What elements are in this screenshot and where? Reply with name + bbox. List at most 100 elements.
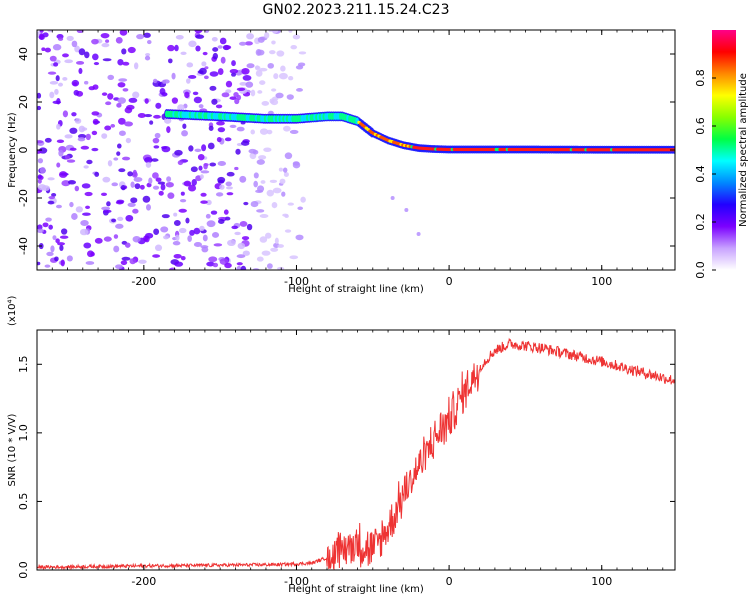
heatmap-cell <box>85 133 91 141</box>
heatmap-cell <box>253 180 258 188</box>
heatmap-cell <box>56 123 61 130</box>
heatmap-cell <box>236 126 245 132</box>
heatmap-cell <box>240 265 247 270</box>
heatmap-cell <box>273 73 279 80</box>
heatmap-cell <box>283 125 291 132</box>
heatmap-cell <box>61 180 71 187</box>
heatmap-cell <box>245 81 254 88</box>
heatmap-cell <box>47 30 53 33</box>
heatmap-cell <box>153 145 160 149</box>
heatmap-cell <box>91 130 98 136</box>
heatmap-cell <box>76 61 85 65</box>
heatmap-cell <box>64 134 73 139</box>
heatmap-cell <box>129 258 136 265</box>
heatmap-cell <box>217 68 224 75</box>
heatmap-cell <box>81 127 88 131</box>
heatmap-cell <box>178 227 187 234</box>
heatmap-cell <box>284 229 292 233</box>
heatmap-cell <box>167 44 175 52</box>
colorbar-label: Normalized spectral amplitude <box>738 73 749 227</box>
heatmap-cell <box>404 208 409 212</box>
heatmap-cell <box>57 242 66 246</box>
heatmap-cell <box>122 61 130 66</box>
heatmap-cell <box>117 143 122 149</box>
heatmap-cell <box>208 125 214 131</box>
heatmap-cell <box>212 52 219 60</box>
heatmap-cell <box>130 181 135 188</box>
heatmap-cell <box>133 62 139 70</box>
heatmap-cell <box>37 174 42 179</box>
heatmap-cell <box>261 101 270 106</box>
heatmap-cell <box>154 244 163 252</box>
heatmap-cell <box>233 91 239 98</box>
heatmap-cell <box>124 242 131 248</box>
heatmap-cell <box>173 212 178 217</box>
heatmap-cell <box>205 213 211 219</box>
heatmap-cell <box>148 177 153 185</box>
heatmap-cell <box>253 172 259 179</box>
heatmap-cell <box>120 184 126 191</box>
colorbar-tick-label: 0.4 <box>694 165 707 183</box>
heatmap-cell <box>289 129 299 135</box>
heatmap-cell <box>105 39 110 43</box>
heatmap-cell <box>244 41 253 46</box>
heatmap-cell <box>271 30 279 34</box>
heatmap-cell <box>182 123 187 129</box>
heatmap-cell <box>42 222 49 228</box>
heatmap-xlabel: Height of straight line (km) <box>288 284 424 295</box>
heatmap-cell <box>56 139 65 144</box>
heatmap-cell <box>57 37 64 41</box>
heatmap-cell <box>49 81 58 85</box>
heatmap-cell <box>186 62 194 68</box>
heatmap-cell <box>125 214 134 222</box>
heatmap-cell <box>128 97 138 103</box>
heatmap-cell <box>195 45 201 52</box>
heatmap-cell <box>51 193 57 197</box>
heatmap-cell <box>137 113 146 118</box>
heatmap-cell <box>225 186 233 190</box>
heatmap-cell <box>193 227 201 235</box>
heatmap-cell <box>212 262 219 268</box>
heatmap-cell <box>71 112 77 117</box>
heatmap-cell <box>41 185 50 192</box>
y-tick-label: 0.5 <box>17 493 30 511</box>
heatmap-cell <box>116 151 121 156</box>
colorbar-tick-label: 0.6 <box>694 117 707 135</box>
heatmap-cell <box>217 127 226 133</box>
heatmap-cell <box>144 114 153 118</box>
heatmap-cell <box>181 130 188 137</box>
heatmap-cell <box>238 41 247 46</box>
heatmap-cell <box>284 152 293 160</box>
heatmap-cell <box>52 44 62 51</box>
heatmap-cell <box>152 137 160 144</box>
heatmap-cell <box>161 146 168 150</box>
heatmap-cell <box>116 102 122 108</box>
colorbar-tick-label: 0.8 <box>694 69 707 87</box>
heatmap-cell <box>226 192 234 196</box>
heatmap-cell <box>208 256 218 263</box>
y-tick-label: 1.0 <box>17 424 30 442</box>
heatmap-cell <box>154 132 161 139</box>
heatmap-cell <box>152 254 161 258</box>
y-tick-label: 40 <box>17 47 30 61</box>
heatmap-cell <box>199 225 205 232</box>
heatmap-cell <box>120 260 128 266</box>
heatmap-cell <box>102 176 111 183</box>
heatmap-cell <box>48 196 56 200</box>
heatmap-cell <box>180 191 185 196</box>
heatmap-cell <box>94 237 103 244</box>
heatmap-cell <box>39 30 44 33</box>
page-title: GN02.2023.211.15.24.C23 <box>262 2 450 18</box>
heatmap-cell <box>279 178 286 185</box>
heatmap-cell <box>44 47 51 53</box>
heatmap-cell <box>102 58 112 62</box>
x-tick-label: -200 <box>131 275 156 288</box>
heatmap-cell <box>93 61 100 66</box>
heatmap-cell <box>144 98 149 104</box>
heatmap-cell <box>171 72 176 80</box>
heatmap-cell <box>124 121 134 127</box>
heatmap-cell <box>215 104 223 109</box>
heatmap-cell <box>37 140 44 144</box>
heatmap-cell <box>201 61 207 67</box>
heatmap-cell <box>166 126 171 134</box>
